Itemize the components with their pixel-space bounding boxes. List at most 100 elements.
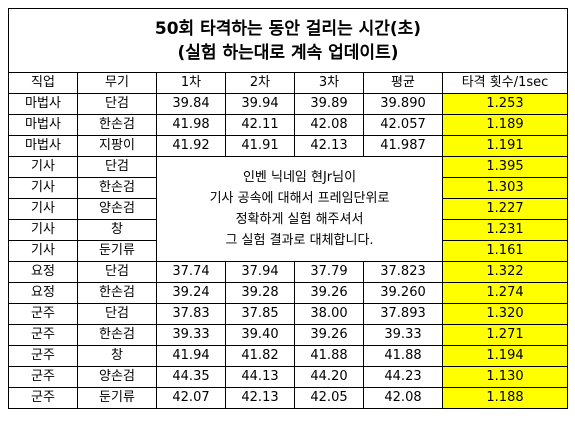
cell-trial-3: 38.00: [294, 303, 364, 325]
cell-job: 기사: [8, 177, 78, 199]
cell-average: 39.260: [363, 282, 443, 304]
cell-weapon: 창: [77, 219, 157, 241]
cell-rate: 1.231: [442, 219, 568, 241]
table-row: 군주 양손검 44.35 44.13 44.20 44.23 1.130: [8, 366, 568, 388]
note-line: 그 실험 결과로 대체합니다.: [225, 233, 374, 248]
cell-trial-3: 39.89: [294, 93, 364, 115]
header-trial-1: 1차: [156, 72, 226, 94]
title-line-2: (실험 하는대로 계속 업데이트): [177, 42, 399, 63]
cell-job: 군주: [8, 387, 78, 409]
cell-average: 37.893: [363, 303, 443, 325]
cell-weapon: 한손검: [77, 114, 157, 136]
cell-trial-3: 41.88: [294, 345, 364, 367]
table-row: 기사 한손검 1.303: [8, 177, 568, 199]
table-row: 마법사 단검 39.84 39.94 39.89 39.890 1.253: [8, 93, 568, 115]
cell-rate: 1.322: [442, 261, 568, 283]
cell-trial-3: 42.05: [294, 387, 364, 409]
cell-rate: 1.130: [442, 366, 568, 388]
cell-weapon: 단검: [77, 303, 157, 325]
cell-weapon: 지팡이: [77, 135, 157, 157]
cell-job: 군주: [8, 324, 78, 346]
cell-trial-2: 42.13: [225, 387, 295, 409]
table-row: 요정 한손검 39.24 39.28 39.26 39.260 1.274: [8, 282, 568, 304]
cell-average: 39.890: [363, 93, 443, 115]
cell-weapon: 양손검: [77, 198, 157, 220]
cell-rate: 1.253: [442, 93, 568, 115]
header-trial-2: 2차: [225, 72, 295, 94]
cell-trial-2: 39.28: [225, 282, 295, 304]
cell-trial-1: 42.07: [156, 387, 226, 409]
cell-job: 기사: [8, 240, 78, 262]
cell-trial-2: 42.11: [225, 114, 295, 136]
title-row: 50회 타격하는 동안 걸리는 시간(초) (실험 하는대로 계속 업데이트): [8, 8, 568, 73]
cell-rate: 1.188: [442, 387, 568, 409]
cell-weapon: 단검: [77, 261, 157, 283]
cell-weapon: 한손검: [77, 282, 157, 304]
sheet-area: 50회 타격하는 동안 걸리는 시간(초) (실험 하는대로 계속 업데이트) …: [8, 8, 568, 409]
header-job: 직업: [8, 72, 78, 94]
cell-average: 44.23: [363, 366, 443, 388]
cell-rate: 1.303: [442, 177, 568, 199]
title-line-1: 50회 타격하는 동안 걸리는 시간(초): [154, 18, 422, 39]
cell-trial-3: 39.26: [294, 282, 364, 304]
table-row: 기사 양손검 1.227: [8, 198, 568, 220]
cell-weapon: 양손검: [77, 366, 157, 388]
cell-trial-1: 37.74: [156, 261, 226, 283]
cell-trial-2: 39.40: [225, 324, 295, 346]
cell-trial-1: 41.98: [156, 114, 226, 136]
cell-trial-2: 37.94: [225, 261, 295, 283]
cell-trial-1: 41.92: [156, 135, 226, 157]
cell-weapon: 단검: [77, 156, 157, 178]
cell-trial-3: 39.26: [294, 324, 364, 346]
cell-rate: 1.189: [442, 114, 568, 136]
note-cell: 인벤 닉네임 현Jr님이 기사 공속에 대해서 프레임단위로 정확하게 실험 해주셔…: [156, 156, 443, 262]
cell-rate: 1.271: [442, 324, 568, 346]
cell-trial-3: 44.20: [294, 366, 364, 388]
cell-average: 41.88: [363, 345, 443, 367]
note-line: 정확하게 실험 해주셔서: [235, 212, 364, 227]
cell-rate: 1.227: [442, 198, 568, 220]
cell-job: 군주: [8, 345, 78, 367]
cell-weapon: 한손검: [77, 177, 157, 199]
cell-weapon: 둔기류: [77, 387, 157, 409]
table-row: 군주 단검 37.83 37.85 38.00 37.893 1.320: [8, 303, 568, 325]
cell-rate: 1.320: [442, 303, 568, 325]
cell-rate: 1.161: [442, 240, 568, 262]
table-row: 요정 단검 37.74 37.94 37.79 37.823 1.322: [8, 261, 568, 283]
cell-trial-2: 37.85: [225, 303, 295, 325]
cell-weapon: 창: [77, 345, 157, 367]
cell-job: 군주: [8, 366, 78, 388]
cell-trial-2: 41.91: [225, 135, 295, 157]
cell-average: 42.057: [363, 114, 443, 136]
table-row: 마법사 지팡이 41.92 41.91 42.13 41.987 1.191: [8, 135, 568, 157]
cell-rate: 1.395: [442, 156, 568, 178]
table-row: 기사 창 1.231: [8, 219, 568, 241]
cell-trial-3: 42.08: [294, 114, 364, 136]
attack-speed-table: 50회 타격하는 동안 걸리는 시간(초) (실험 하는대로 계속 업데이트) …: [8, 8, 568, 409]
note-line: 인벤 닉네임 현Jr님이: [242, 170, 357, 185]
cell-job: 기사: [8, 156, 78, 178]
cell-job: 마법사: [8, 93, 78, 115]
cell-trial-1: 44.35: [156, 366, 226, 388]
cell-trial-3: 37.79: [294, 261, 364, 283]
cell-trial-3: 42.13: [294, 135, 364, 157]
header-trial-3: 3차: [294, 72, 364, 94]
cell-trial-1: 39.84: [156, 93, 226, 115]
table-title: 50회 타격하는 동안 걸리는 시간(초) (실험 하는대로 계속 업데이트): [8, 8, 568, 73]
cell-average: 39.33: [363, 324, 443, 346]
cell-weapon: 단검: [77, 93, 157, 115]
cell-trial-2: 39.94: [225, 93, 295, 115]
cell-rate: 1.191: [442, 135, 568, 157]
cell-job: 군주: [8, 303, 78, 325]
cell-weapon: 둔기류: [77, 240, 157, 262]
cell-job: 요정: [8, 261, 78, 283]
cell-job: 기사: [8, 219, 78, 241]
cell-trial-1: 37.83: [156, 303, 226, 325]
cell-trial-1: 39.24: [156, 282, 226, 304]
cell-average: 42.08: [363, 387, 443, 409]
cell-job: 마법사: [8, 135, 78, 157]
cell-trial-2: 44.13: [225, 366, 295, 388]
cell-weapon: 한손검: [77, 324, 157, 346]
header-row: 직업 무기 1차 2차 3차 평균 타격 횟수/1sec: [8, 72, 568, 94]
cell-job: 마법사: [8, 114, 78, 136]
